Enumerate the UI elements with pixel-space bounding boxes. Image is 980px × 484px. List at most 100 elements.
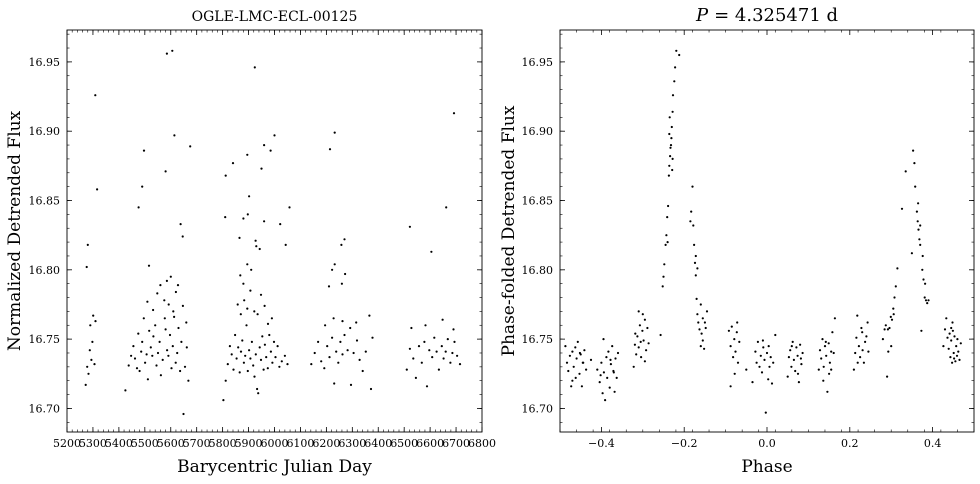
data-point [953, 357, 956, 360]
data-point [170, 367, 173, 370]
y-tick-label: 16.75 [522, 333, 554, 346]
data-point [140, 350, 143, 353]
data-point [133, 357, 137, 360]
data-point [242, 282, 245, 285]
data-point [609, 358, 612, 361]
x-tick-label: −0.4 [588, 437, 615, 450]
data-point [678, 53, 681, 57]
data-point [430, 250, 433, 253]
data-point [952, 351, 955, 355]
data-point [951, 361, 954, 364]
data-point [166, 349, 169, 352]
x-tick-label: 0.0 [758, 437, 776, 450]
data-point [671, 168, 674, 172]
data-point [331, 268, 334, 271]
data-point [185, 321, 188, 324]
x-tick-label: 6500 [390, 437, 418, 450]
data-point [789, 349, 792, 352]
data-point [256, 387, 259, 391]
tick-labels: −0.4 −0.2 0.0 0.2 0.4 16.70 16.75 16.80 16.85 16.… [522, 56, 942, 450]
data-point [751, 381, 754, 384]
data-point [862, 361, 866, 364]
data-point [919, 243, 922, 246]
data-point [943, 328, 947, 331]
data-point [248, 195, 251, 198]
chart-title: P = 4.325471 d [695, 5, 838, 26]
data-point [799, 357, 803, 360]
data-point [276, 345, 279, 348]
data-point [145, 353, 148, 356]
data-point [130, 354, 133, 357]
data-point [691, 185, 694, 188]
data-point [666, 241, 669, 244]
data-point [606, 376, 609, 379]
data-point [639, 340, 642, 343]
data-point [643, 360, 647, 363]
data-point [323, 367, 326, 370]
data-point [273, 134, 276, 137]
data-point [583, 349, 586, 352]
x-tick-label: 6600 [416, 437, 444, 450]
data-point [647, 342, 650, 345]
data-point [729, 385, 732, 388]
data-point [165, 52, 168, 55]
data-point [818, 349, 822, 352]
data-point [632, 365, 635, 368]
data-point [452, 328, 455, 331]
data-point [736, 321, 739, 324]
plot-frame [66, 29, 483, 433]
data-point [431, 356, 434, 359]
data-point [256, 313, 259, 316]
right-panel-phase-folded: −0.4 −0.2 0.0 0.2 0.4 16.70 16.75 16.80 16.85 16.… [499, 5, 975, 477]
data-point [575, 357, 578, 360]
data-point [180, 340, 183, 343]
data-point [763, 358, 766, 361]
data-point [246, 153, 249, 156]
data-point [600, 361, 603, 364]
data-point [340, 282, 343, 285]
data-point [662, 275, 665, 278]
title-symbol: P [695, 5, 709, 26]
data-point [668, 164, 671, 167]
data-point [253, 66, 256, 69]
data-point [279, 223, 282, 226]
data-point [167, 303, 170, 306]
data-point [666, 216, 669, 219]
data-point [564, 345, 567, 348]
x-tick-label: 5800 [209, 437, 237, 450]
data-point [250, 268, 253, 271]
data-point [854, 351, 857, 355]
x-tick-label: 6800 [468, 437, 496, 450]
data-point [695, 297, 698, 300]
data-point [156, 351, 160, 355]
data-point [692, 224, 695, 227]
data-point [661, 285, 664, 288]
data-point [696, 313, 699, 316]
data-point [428, 349, 431, 352]
data-point [85, 265, 88, 269]
data-point [634, 332, 637, 335]
data-point [663, 263, 666, 266]
data-point [926, 302, 929, 305]
x-tick-label: −0.2 [671, 437, 698, 450]
data-point [833, 317, 837, 320]
data-point [138, 369, 141, 373]
data-point [608, 386, 611, 389]
data-point [762, 346, 765, 349]
data-point [735, 331, 738, 334]
data-point [796, 354, 799, 357]
data-point [915, 210, 919, 213]
data-point [177, 326, 180, 330]
data-point [337, 361, 340, 364]
data-point [860, 326, 863, 330]
axis-ticks [559, 30, 975, 432]
data-point [266, 322, 270, 325]
data-point [917, 202, 920, 205]
y-tick-label: 16.75 [29, 333, 61, 346]
data-point [733, 372, 736, 375]
data-point [165, 279, 168, 282]
data-point [641, 329, 644, 332]
data-point [609, 363, 613, 366]
data-point [164, 328, 167, 331]
data-point [955, 354, 959, 357]
